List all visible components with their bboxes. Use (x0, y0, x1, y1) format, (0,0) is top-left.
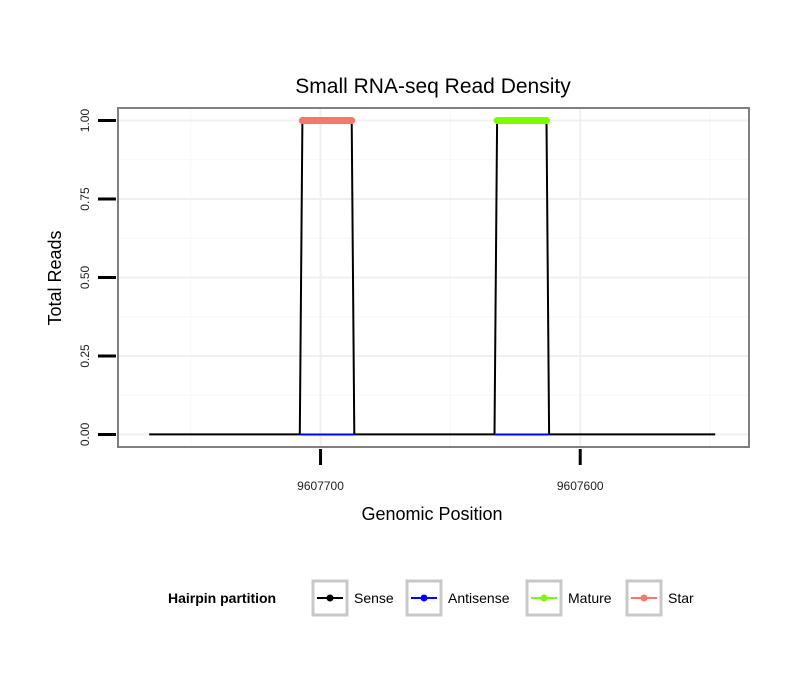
x-axis-title: Genomic Position (361, 504, 502, 524)
legend-title: Hairpin partition (168, 590, 276, 606)
x-tick-label: 9607700 (297, 479, 344, 493)
series-layer (117, 107, 750, 448)
y-tick-label: 0.25 (78, 344, 92, 368)
chart-title: Small RNA-seq Read Density (295, 75, 571, 98)
x-tick-label: 9607600 (557, 479, 604, 493)
legend-label: Star (668, 590, 694, 606)
y-tick-label: 0.50 (78, 265, 92, 289)
legend-key-point (640, 594, 648, 602)
legend-item-mature: Mature (525, 579, 612, 617)
plot-panel (118, 108, 749, 447)
y-tick-label: 1.00 (78, 109, 92, 133)
legend-key-point (326, 594, 334, 602)
y-axis: 0.00 0.25 0.50 0.75 1.00 (78, 109, 116, 446)
x-axis: 9607700 9607600 (297, 449, 604, 493)
series-line-sense (149, 119, 716, 436)
y-axis-title: Total Reads (45, 230, 65, 325)
legend-key-point (420, 594, 428, 602)
y-tick-label: 0.75 (78, 187, 92, 211)
legend-key-point (540, 594, 548, 602)
y-tick-label: 0.00 (78, 422, 92, 446)
legend-item-antisense: Antisense (405, 579, 510, 617)
legend-item-sense: Sense (311, 579, 394, 617)
legend-item-star: Star (625, 579, 694, 617)
legend-label: Antisense (448, 590, 510, 606)
panel-border (117, 107, 750, 448)
legend: Hairpin partition Sense Antisense Mature St… (168, 579, 694, 617)
legend-label: Sense (354, 590, 394, 606)
legend-label: Mature (568, 590, 612, 606)
